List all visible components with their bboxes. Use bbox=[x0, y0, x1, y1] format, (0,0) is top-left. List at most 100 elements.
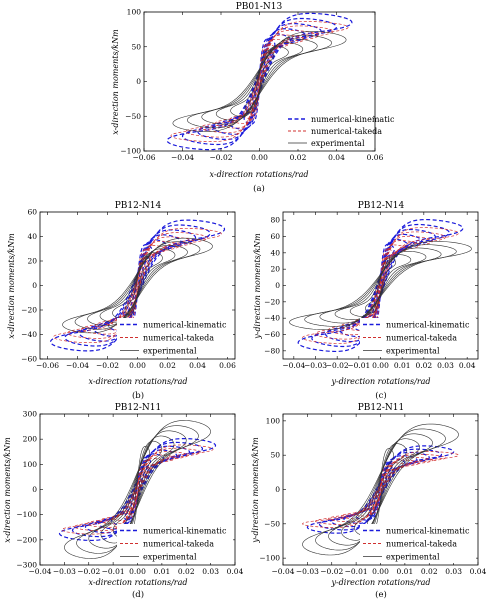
hysteresis-loop bbox=[97, 449, 178, 530]
legend-entry: experimental bbox=[386, 346, 440, 355]
x-tick-label: 0.01 bbox=[397, 567, 414, 576]
legend-entry: numerical-takeda bbox=[386, 333, 457, 342]
series-numerical-takeda bbox=[61, 444, 214, 535]
y-tick-label: 40 bbox=[270, 248, 280, 257]
y-tick-label: 50 bbox=[131, 42, 141, 51]
x-tick-label: −0.02 bbox=[77, 567, 100, 576]
hysteresis-loop bbox=[49, 219, 226, 352]
series-experimental bbox=[172, 31, 347, 132]
hysteresis-loop bbox=[354, 462, 407, 517]
x-tick-label: −0.06 bbox=[133, 153, 156, 162]
series-experimental bbox=[302, 423, 459, 556]
hysteresis-loop bbox=[76, 425, 199, 554]
y-tick-label: −60 bbox=[21, 355, 37, 364]
panel-caption: (e) bbox=[375, 589, 387, 600]
hysteresis-loop bbox=[201, 38, 318, 125]
y-tick-label: −100 bbox=[120, 147, 141, 156]
hysteresis-loop bbox=[229, 39, 290, 124]
panel-caption: (a) bbox=[253, 183, 265, 194]
panel-b: PB12-N14 −0.06 −0.04 −0.02 0.00 0.02 0.04 0.06… bbox=[7, 201, 236, 401]
legend: numerical-kinematic numerical-takeda exper… bbox=[117, 318, 233, 357]
x-tick-label: 0.00 bbox=[129, 567, 146, 576]
x-tick-label: −0.04 bbox=[66, 361, 89, 370]
x-axis-label: y-direction rotations/rad bbox=[330, 578, 430, 587]
x-tick-label: 0.04 bbox=[470, 567, 487, 576]
x-tick-label: −0.02 bbox=[320, 567, 343, 576]
x-axis-label: x-direction rotations/rad bbox=[89, 578, 188, 587]
y-axis-label: x-direction moments/kNm bbox=[3, 437, 12, 543]
y-axis-label: x-direction moments/kNm bbox=[7, 233, 16, 339]
x-tick-label: 0.02 bbox=[415, 361, 432, 370]
x-tick-label: 0.03 bbox=[202, 567, 219, 576]
legend: numerical-kinematic numerical-takeda exper… bbox=[360, 318, 476, 357]
x-tick-label: 0.01 bbox=[394, 361, 411, 370]
hysteresis-loop bbox=[315, 453, 446, 526]
x-tick-label: −0.01 bbox=[347, 361, 370, 370]
x-tick-label: 0.00 bbox=[129, 361, 146, 370]
hysteresis-loop bbox=[87, 244, 188, 327]
x-tick-label: 0.03 bbox=[445, 567, 462, 576]
panel-title: PB12-N14 bbox=[358, 201, 405, 211]
legend-entry: experimental bbox=[143, 552, 197, 561]
hysteresis-loop bbox=[95, 240, 180, 331]
y-tick-label: −60 bbox=[264, 330, 280, 339]
x-tick-label: 0.00 bbox=[251, 153, 268, 162]
x-axis-label: y-direction rotations/rad bbox=[330, 377, 430, 386]
y-axis-label: x-direction moments/kNm bbox=[111, 29, 120, 135]
y-tick-label: −100 bbox=[16, 510, 37, 519]
hysteresis-loop bbox=[230, 46, 289, 117]
y-tick-label: 0 bbox=[275, 485, 280, 494]
y-tick-label: −100 bbox=[259, 554, 280, 563]
x-tick-label: −0.01 bbox=[102, 567, 125, 576]
y-tick-label: 80 bbox=[270, 216, 280, 225]
hysteresis-loop bbox=[349, 254, 412, 317]
legend-entry: numerical-takeda bbox=[143, 539, 214, 548]
x-axis-label: x-direction rotations/rad bbox=[89, 377, 188, 386]
legend-entry: numerical-kinematic bbox=[386, 526, 470, 535]
y-tick-label: −50 bbox=[125, 112, 141, 121]
x-tick-label: −0.03 bbox=[304, 361, 327, 370]
hysteresis-loop bbox=[341, 240, 420, 331]
x-tick-label: −0.02 bbox=[326, 361, 349, 370]
x-tick-label: −0.04 bbox=[171, 153, 194, 162]
y-tick-label: 50 bbox=[270, 451, 280, 460]
hysteresis-loop bbox=[172, 31, 347, 132]
panel-a: PB01-N13 −0.06 −0.04 −0.02 0.00 0.02 0.04 0.06… bbox=[111, 2, 395, 194]
legend-entry: numerical-kinematic bbox=[386, 320, 470, 329]
x-tick-label: 0.02 bbox=[178, 567, 195, 576]
panel-d: PB12-N11 −0.04 −0.03 −0.02 −0.01 0.00 0.01 0.0… bbox=[3, 403, 244, 600]
hysteresis-loop bbox=[185, 25, 334, 138]
series-numerical-takeda bbox=[302, 451, 459, 528]
hysteresis-loop bbox=[99, 248, 176, 323]
hysteresis-loop bbox=[315, 428, 446, 551]
y-tick-label: 20 bbox=[270, 265, 280, 274]
x-tick-label: 0.00 bbox=[372, 361, 389, 370]
legend: numerical-kinematic numerical-takeda exper… bbox=[117, 524, 233, 563]
hysteresis-loop bbox=[367, 461, 394, 518]
y-tick-label: 300 bbox=[23, 410, 38, 419]
series-numerical-kinematic bbox=[306, 445, 455, 534]
y-axis-label: y-direction moments/kNm bbox=[253, 233, 262, 340]
hysteresis-loop bbox=[112, 252, 163, 319]
hysteresis-loop bbox=[64, 420, 211, 559]
hysteresis-loop bbox=[334, 250, 427, 321]
hysteresis-loop bbox=[88, 430, 187, 549]
hysteresis-loop bbox=[304, 244, 457, 327]
y-tick-label: −20 bbox=[264, 297, 280, 306]
x-tick-label: 0.01 bbox=[154, 567, 171, 576]
x-tick-label: 0.02 bbox=[290, 153, 307, 162]
x-tick-label: 0.06 bbox=[367, 153, 384, 162]
y-tick-label: 100 bbox=[266, 416, 281, 425]
y-tick-label: 40 bbox=[27, 232, 37, 241]
y-tick-label: 0 bbox=[275, 281, 280, 290]
y-tick-label: −40 bbox=[21, 330, 37, 339]
hysteresis-loop bbox=[338, 233, 423, 338]
series-experimental bbox=[62, 237, 213, 334]
legend: numerical-kinematic numerical-takeda exper… bbox=[360, 524, 476, 563]
x-tick-label: 0.04 bbox=[328, 153, 345, 162]
x-tick-label: 0.04 bbox=[189, 361, 206, 370]
y-tick-label: 100 bbox=[127, 8, 142, 17]
hysteresis-loop bbox=[319, 247, 442, 324]
x-tick-label: 0.02 bbox=[421, 567, 438, 576]
x-tick-label: −0.04 bbox=[29, 567, 52, 576]
